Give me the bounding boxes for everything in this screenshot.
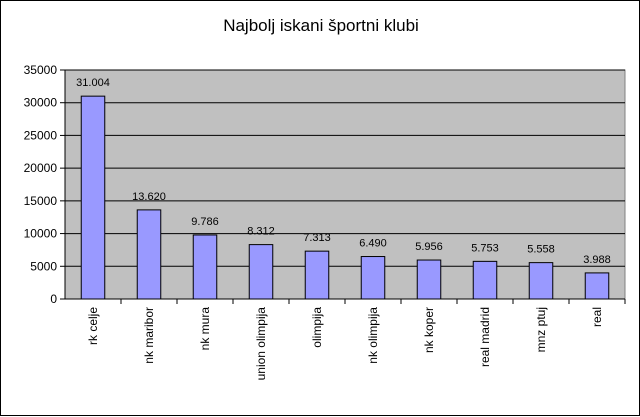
bar xyxy=(584,272,610,300)
data-label: 9.786 xyxy=(191,216,219,228)
x-tick-label: union olimpija xyxy=(254,307,268,381)
data-label: 13.620 xyxy=(132,191,166,203)
bar xyxy=(80,95,106,300)
bar xyxy=(472,260,498,300)
data-label: 7.313 xyxy=(303,232,331,244)
x-tick-label: nk maribor xyxy=(142,307,156,364)
x-tick-label: nk olimpija xyxy=(366,307,380,364)
bar xyxy=(360,256,386,300)
y-tick-label: 25000 xyxy=(24,128,58,142)
y-tick-label: 30000 xyxy=(24,96,58,110)
y-tick-label: 10000 xyxy=(24,227,58,241)
y-tick-label: 20000 xyxy=(24,161,58,175)
bar xyxy=(192,234,218,300)
chart-title: Najbolj iskani športni klubi xyxy=(223,16,419,35)
y-tick-label: 35000 xyxy=(24,63,58,77)
data-label: 5.753 xyxy=(471,242,499,254)
data-label: 5.558 xyxy=(527,244,555,256)
x-tick-label: mnz ptuj xyxy=(534,307,548,352)
x-tick-label: real xyxy=(590,307,604,327)
x-tick-label: nk koper xyxy=(422,307,436,353)
x-tick-label: real madrid xyxy=(478,307,492,367)
bar xyxy=(416,259,442,300)
x-tick-label: nk mura xyxy=(198,307,212,351)
bar xyxy=(528,262,554,300)
x-tick-label: rk celje xyxy=(86,307,100,345)
x-tick-label: olimpija xyxy=(310,307,324,348)
bar xyxy=(248,244,274,300)
data-label: 8.312 xyxy=(247,226,275,238)
y-tick-label: 0 xyxy=(50,292,57,306)
plot-area: 0 5000 10000 15000 20000 25000 30000 35000 31.00… xyxy=(24,63,626,381)
data-label: 6.490 xyxy=(359,238,387,250)
data-label: 31.004 xyxy=(76,77,110,89)
data-label: 3.988 xyxy=(583,254,611,266)
y-tick-label: 5000 xyxy=(30,259,57,273)
data-label: 5.956 xyxy=(415,241,443,253)
bar xyxy=(136,209,162,300)
bar xyxy=(304,250,330,300)
y-tick-label: 15000 xyxy=(24,194,58,208)
